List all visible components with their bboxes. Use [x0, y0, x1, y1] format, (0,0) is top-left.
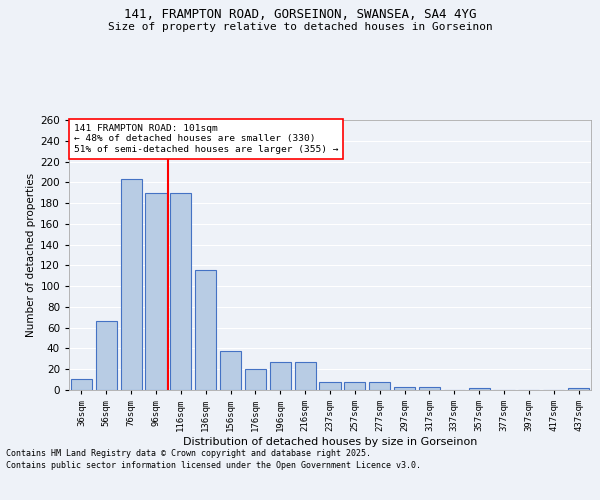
Text: Size of property relative to detached houses in Gorseinon: Size of property relative to detached ho…: [107, 22, 493, 32]
Bar: [96, 322, 117, 390]
Bar: [71, 378, 92, 390]
Bar: [170, 192, 191, 390]
Bar: [369, 382, 390, 390]
Bar: [419, 387, 440, 390]
Y-axis label: Number of detached properties: Number of detached properties: [26, 173, 36, 337]
Bar: [319, 382, 341, 390]
Bar: [469, 388, 490, 390]
Bar: [145, 192, 167, 390]
Bar: [394, 387, 415, 390]
X-axis label: Distribution of detached houses by size in Gorseinon: Distribution of detached houses by size …: [183, 437, 477, 447]
Bar: [121, 179, 142, 390]
Bar: [195, 270, 216, 390]
Bar: [220, 350, 241, 390]
Bar: [270, 362, 291, 390]
Text: Contains HM Land Registry data © Crown copyright and database right 2025.: Contains HM Land Registry data © Crown c…: [6, 448, 371, 458]
Bar: [568, 388, 589, 390]
Text: 141, FRAMPTON ROAD, GORSEINON, SWANSEA, SA4 4YG: 141, FRAMPTON ROAD, GORSEINON, SWANSEA, …: [124, 8, 476, 20]
Bar: [344, 382, 365, 390]
Bar: [245, 369, 266, 390]
Bar: [295, 362, 316, 390]
Text: Contains public sector information licensed under the Open Government Licence v3: Contains public sector information licen…: [6, 461, 421, 470]
Text: 141 FRAMPTON ROAD: 101sqm
← 48% of detached houses are smaller (330)
51% of semi: 141 FRAMPTON ROAD: 101sqm ← 48% of detac…: [74, 124, 339, 154]
